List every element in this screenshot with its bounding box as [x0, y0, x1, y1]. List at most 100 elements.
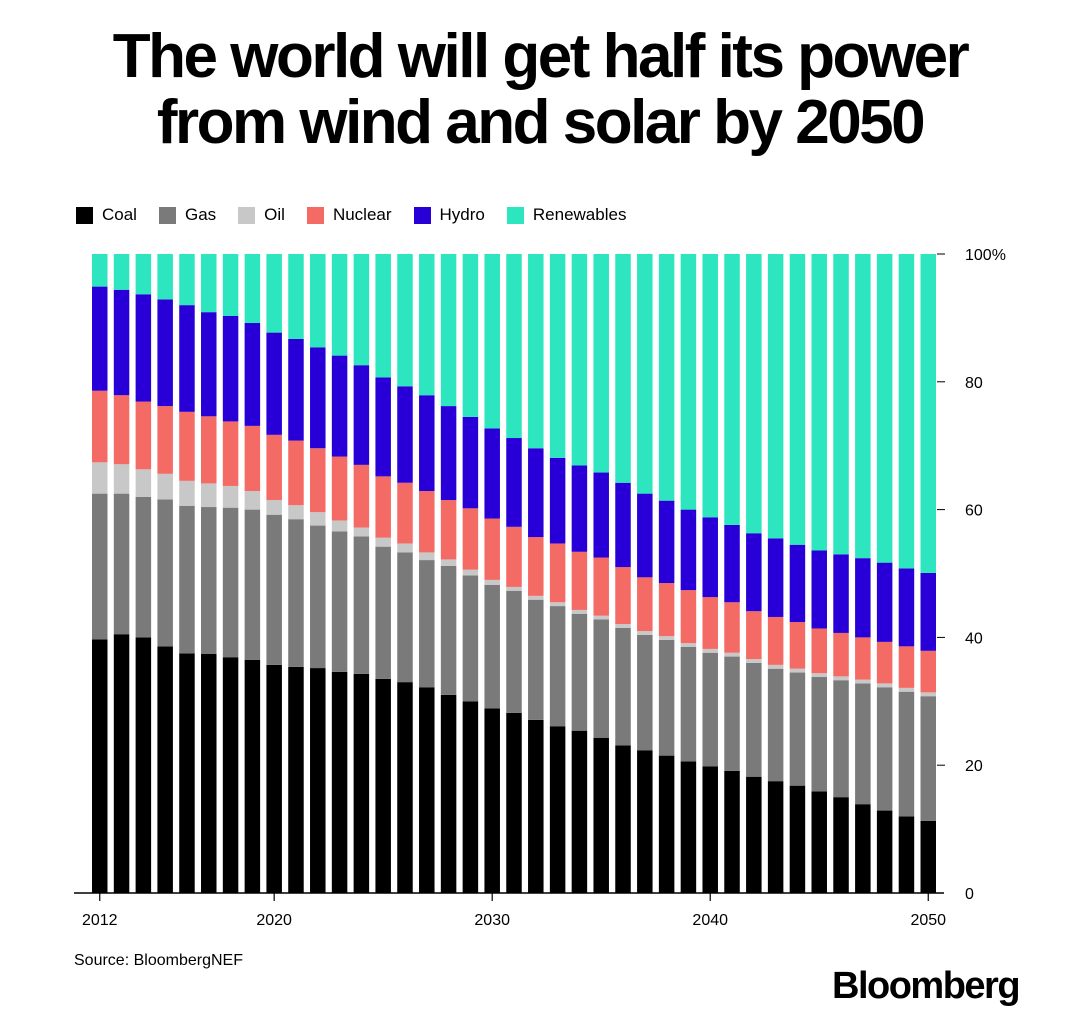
- bar-segment-oil: [353, 527, 370, 537]
- bar-segment-hydro: [898, 568, 915, 647]
- bar-segment-oil: [680, 643, 697, 647]
- bar-segment-gas: [833, 680, 849, 798]
- bar-segment-oil: [637, 631, 653, 635]
- bar-segment-gas: [637, 634, 653, 751]
- legend-label: Coal: [102, 205, 137, 224]
- legend-label: Hydro: [439, 205, 485, 224]
- legend-item-renewables: Renewables: [506, 205, 626, 225]
- bar-segment-coal: [658, 755, 675, 893]
- bar-segment-gas: [789, 672, 806, 786]
- bar-segment-renewables: [680, 254, 697, 510]
- bar-segment-gas: [746, 662, 762, 777]
- bar-segment-oil: [746, 659, 762, 663]
- bar-segment-hydro: [920, 572, 936, 651]
- bar-segment-nuclear: [440, 500, 457, 560]
- x-tick-label: 2012: [82, 912, 118, 929]
- bar-column-2050: [920, 254, 936, 893]
- bar-segment-gas: [571, 613, 588, 731]
- bar-column-2031: [506, 254, 522, 893]
- bar-segment-nuclear: [789, 622, 806, 669]
- bar-segment-nuclear: [876, 641, 893, 684]
- bar-segment-hydro: [658, 500, 675, 584]
- x-tick-label: 2030: [474, 912, 510, 929]
- bar-segment-hydro: [92, 286, 108, 391]
- bar-column-2042: [746, 254, 762, 893]
- bar-segment-gas: [462, 575, 479, 702]
- bar-segment-gas: [855, 683, 871, 805]
- legend-label: Oil: [264, 205, 285, 224]
- bar-segment-renewables: [811, 254, 827, 551]
- chart-title: The world will get half its power from w…: [0, 24, 1080, 156]
- legend-item-gas: Gas: [158, 205, 216, 225]
- bar-segment-gas: [92, 493, 108, 640]
- bar-segment-gas: [898, 691, 915, 817]
- bar-segment-coal: [201, 654, 217, 893]
- bar-segment-gas: [135, 496, 152, 638]
- bar-segment-oil: [724, 652, 740, 657]
- bar-column-2024: [353, 254, 370, 893]
- bar-segment-oil: [419, 552, 435, 561]
- bar-segment-coal: [571, 730, 588, 893]
- bar-segment-gas: [506, 590, 522, 713]
- legend-item-oil: Oil: [238, 205, 285, 225]
- bar-segment-renewables: [702, 254, 718, 518]
- bar-segment-hydro: [331, 355, 348, 457]
- x-tick-label: 2040: [692, 912, 728, 929]
- bar-segment-gas: [375, 546, 391, 679]
- bar-segment-oil: [789, 668, 806, 673]
- bar-segment-oil: [855, 679, 871, 684]
- bar-segment-coal: [331, 671, 348, 893]
- bar-segment-oil: [135, 469, 152, 497]
- bar-segment-nuclear: [571, 551, 588, 610]
- bar-segment-gas: [528, 599, 544, 720]
- bar-segment-hydro: [462, 416, 479, 509]
- bar-segment-nuclear: [898, 646, 915, 688]
- bar-segment-hydro: [767, 538, 784, 617]
- bar-segment-gas: [724, 656, 740, 771]
- bar-segment-renewables: [789, 254, 806, 545]
- legend-swatch: [506, 206, 524, 224]
- bar-column-2040: [702, 254, 718, 893]
- bar-segment-hydro: [593, 472, 609, 558]
- bar-segment-oil: [92, 462, 108, 494]
- bar-segment-nuclear: [833, 632, 849, 677]
- bar-segment-gas: [288, 519, 304, 667]
- bar-segment-oil: [222, 485, 239, 508]
- bar-column-2030: [484, 254, 500, 893]
- bar-segment-renewables: [767, 254, 784, 539]
- bar-segment-nuclear: [811, 628, 827, 674]
- bar-segment-coal: [876, 810, 893, 893]
- bar-segment-renewables: [615, 254, 631, 483]
- bar-column-2035: [593, 254, 609, 893]
- bar-segment-coal: [157, 646, 173, 893]
- bar-segment-nuclear: [353, 464, 370, 528]
- bar-segment-nuclear: [746, 611, 762, 660]
- bar-segment-renewables: [746, 254, 762, 534]
- bar-segment-coal: [898, 816, 915, 893]
- legend: Coal Gas Oil Nuclear Hydro Renewables: [76, 204, 648, 226]
- bar-segment-oil: [244, 491, 261, 510]
- bar-segment-hydro: [833, 554, 849, 633]
- bar-segment-gas: [310, 525, 326, 669]
- bar-segment-nuclear: [375, 476, 391, 538]
- bar-column-2013: [113, 254, 130, 893]
- bar-segment-oil: [397, 543, 413, 553]
- bar-segment-renewables: [331, 254, 348, 356]
- bar-segment-nuclear: [157, 406, 173, 474]
- bar-segment-coal: [549, 726, 566, 893]
- bar-segment-nuclear: [615, 567, 631, 624]
- bar-segment-nuclear: [222, 421, 239, 486]
- bar-column-2023: [331, 254, 348, 893]
- bar-segment-coal: [593, 737, 609, 893]
- bar-segment-hydro: [528, 448, 544, 538]
- bar-segment-nuclear: [506, 526, 522, 587]
- bar-column-2021: [288, 254, 304, 893]
- bar-segment-renewables: [593, 254, 609, 473]
- bar-segment-oil: [288, 505, 304, 520]
- bar-segment-coal: [833, 797, 849, 893]
- bar-segment-coal: [484, 708, 500, 893]
- bar-segment-hydro: [789, 544, 806, 623]
- bar-segment-hydro: [288, 338, 304, 441]
- bar-segment-renewables: [920, 254, 936, 573]
